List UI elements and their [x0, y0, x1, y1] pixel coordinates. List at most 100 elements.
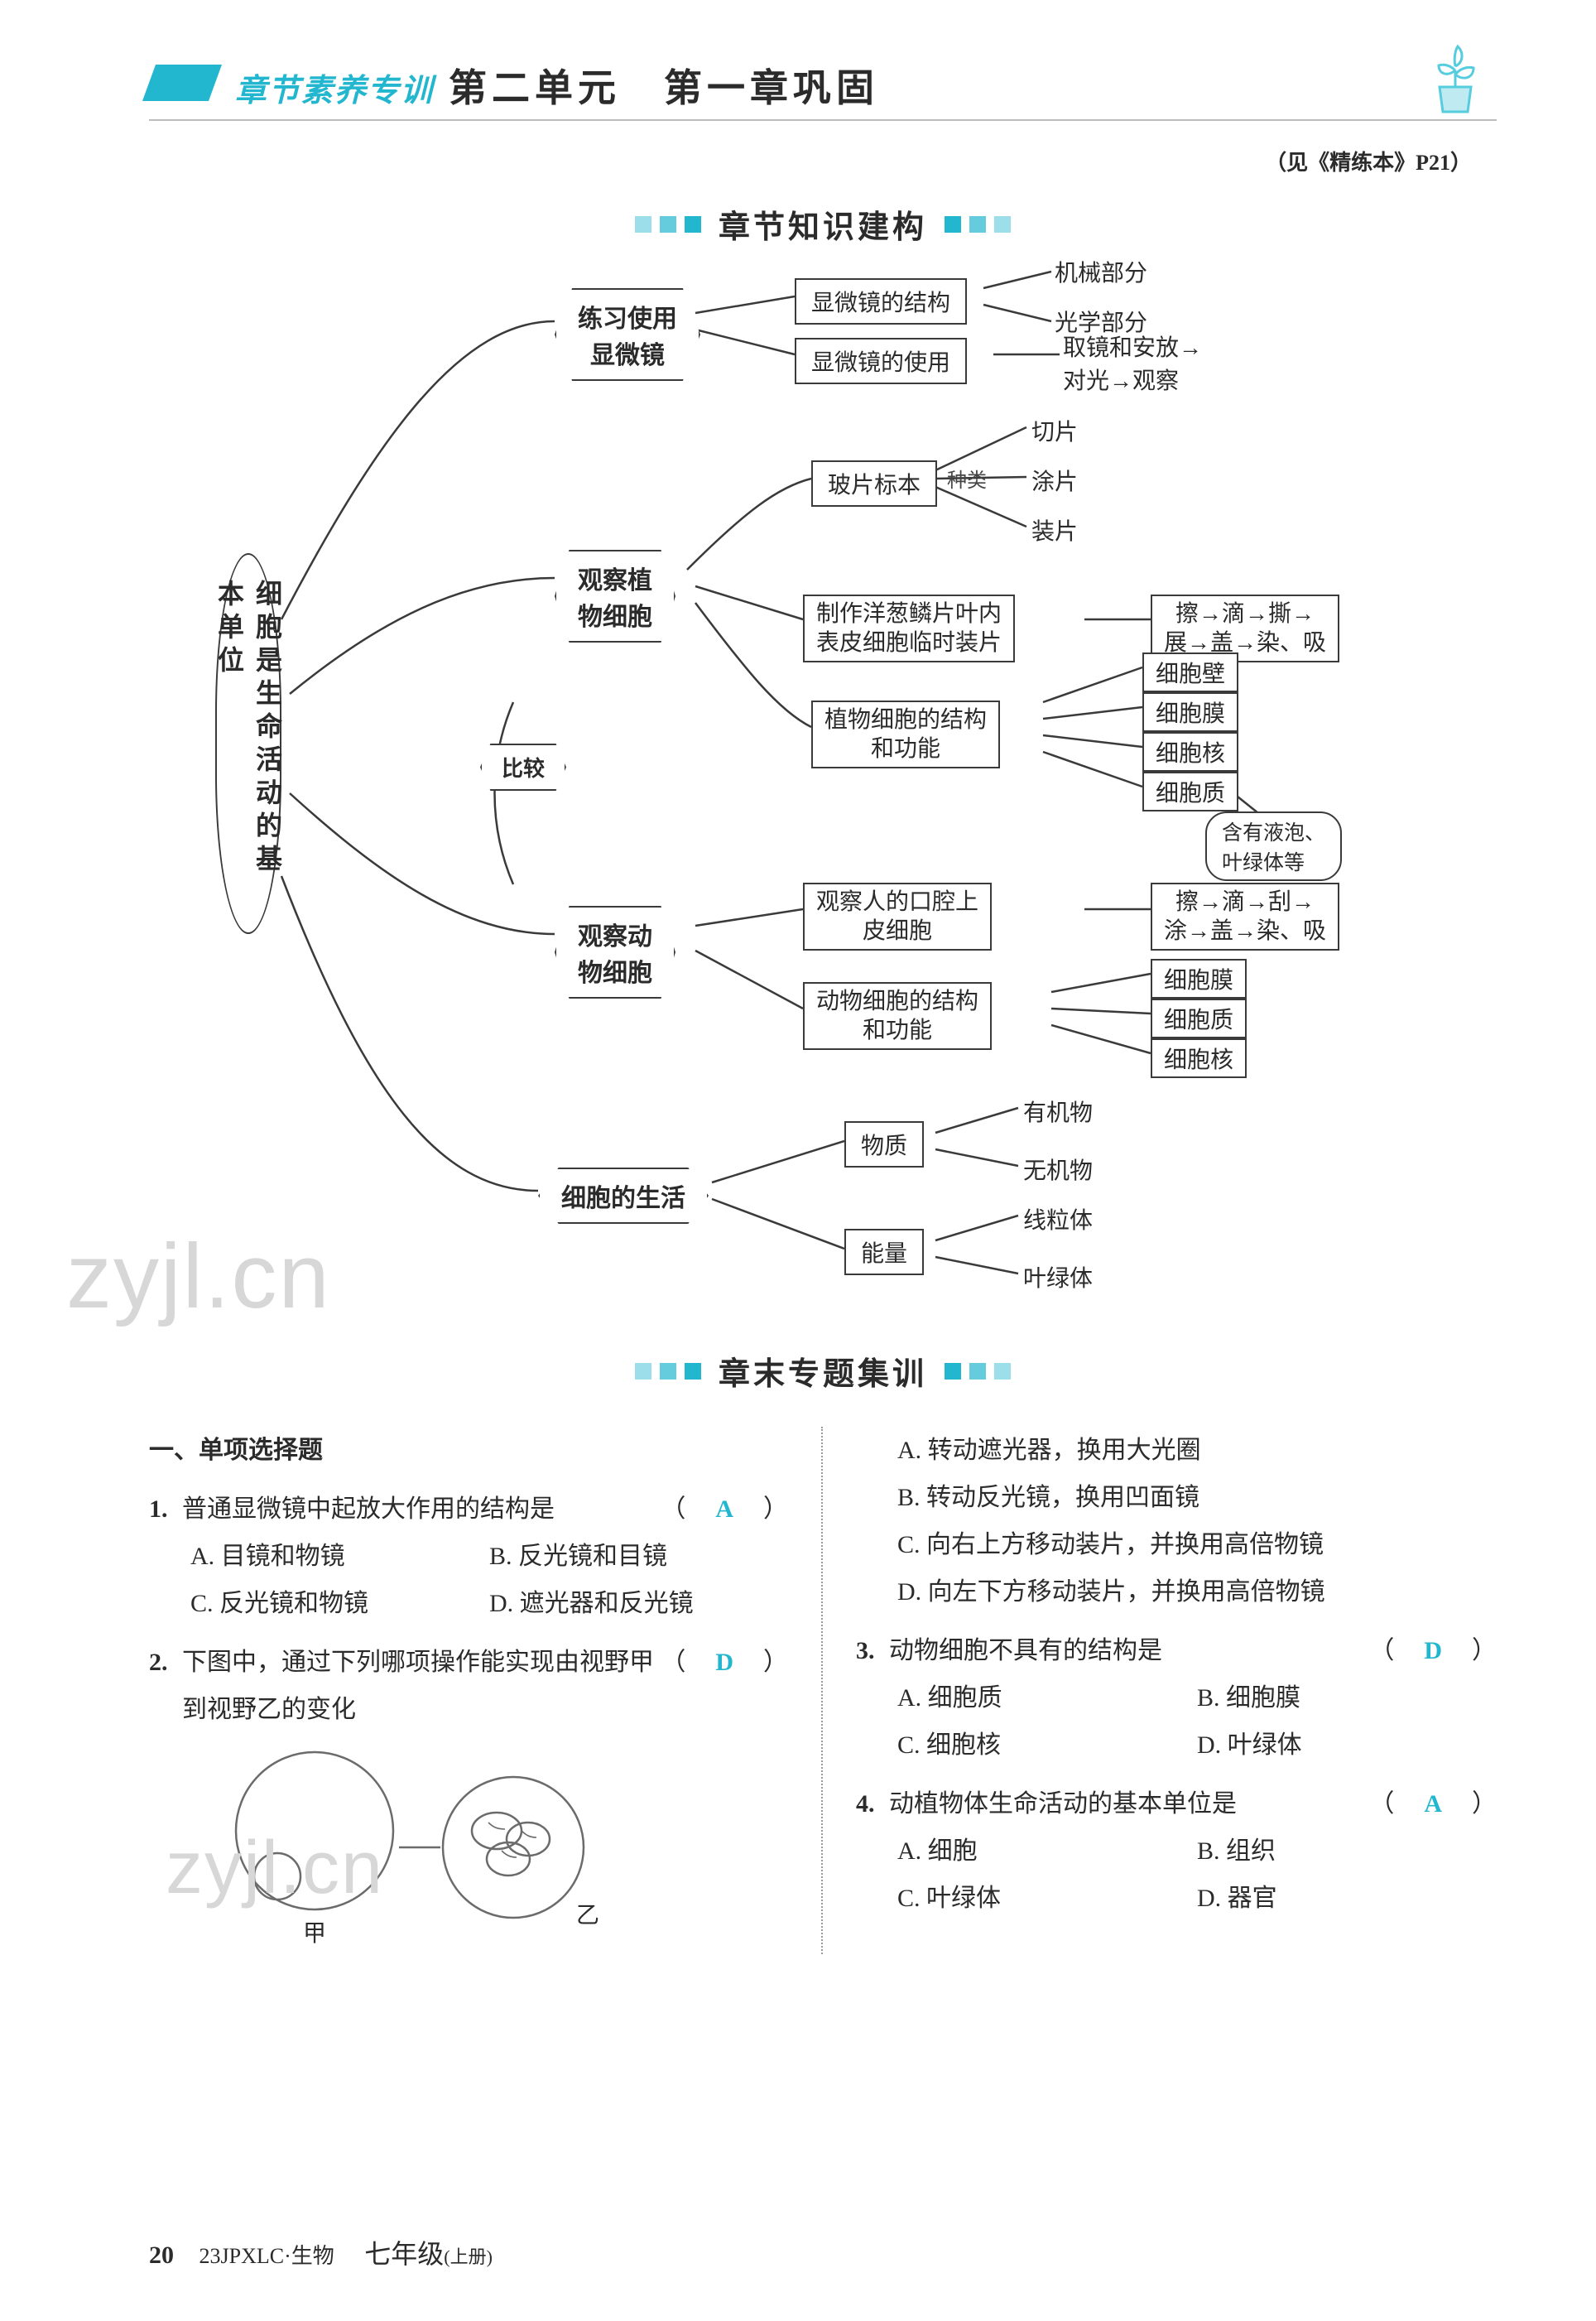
node-substance: 物质: [844, 1121, 924, 1168]
q4-options: A. 细胞 B. 组织 C. 叶绿体 D. 器官: [897, 1827, 1497, 1922]
page-footer: 20 23JPXLC·生物 七年级(上册): [149, 2233, 493, 2271]
decor-square-icon: [685, 1363, 701, 1380]
q3-answer-slot: （ D ）: [1369, 1627, 1497, 1674]
leaf-mount: 装片: [1031, 513, 1078, 547]
section1-title: 章节知识建构: [719, 210, 927, 245]
node-microscope-structure: 显微镜的结构: [795, 278, 967, 325]
grade-label: 七年级: [364, 2239, 444, 2269]
leaf-microscope-steps: 取镜和安放→ 对光→观察: [1063, 330, 1202, 396]
node-energy: 能量: [844, 1229, 924, 1275]
question-4: 4. 动植物体生命活动的基本单位是 （ A ） A. 细胞 B. 组织 C. 叶…: [856, 1780, 1497, 1922]
q2-figure: zyjl.cn 甲 乙: [207, 1748, 788, 1954]
q3-answer: D: [1419, 1637, 1447, 1664]
q1-answer-slot: （ A ）: [661, 1486, 788, 1533]
q4-stem: 动植物体生命活动的基本单位是: [889, 1780, 1369, 1827]
header-bar: 章节素养专训 第二单元 第一章巩固: [149, 58, 1497, 121]
leaf-smear: 涂片: [1031, 464, 1078, 497]
decor-square-icon: [660, 216, 676, 233]
concept-map-lines: [166, 263, 1490, 1340]
q1-opt-d: D. 遮光器和反光镜: [489, 1580, 788, 1627]
leaf-cytoplasm: 细胞质: [1142, 772, 1238, 811]
node-slide: 玻片标本: [811, 460, 937, 507]
plant-icon: [1422, 41, 1488, 120]
watermark-text: zyjl.cn: [66, 1224, 331, 1329]
q2-opt-c: C. 向右上方移动装片，并换用高倍物镜: [897, 1521, 1497, 1568]
leaf-a-nucleus: 细胞核: [1151, 1038, 1247, 1078]
q1-answer: A: [710, 1495, 738, 1523]
decor-square-icon: [969, 216, 986, 233]
decor-square-icon: [945, 1363, 961, 1380]
compare-node: 比较: [480, 744, 566, 791]
question-1: 1. 普通显微镜中起放大作用的结构是 （ A ） A. 目镜和物镜 B. 反光镜…: [149, 1486, 788, 1627]
q4-answer-slot: （ A ）: [1369, 1780, 1497, 1827]
q1-opt-c: C. 反光镜和物镜: [190, 1580, 489, 1627]
page-title: 第二单元 第一章巩固: [449, 58, 879, 113]
q2-number: 2.: [149, 1639, 177, 1733]
leaf-section: 切片: [1031, 414, 1078, 447]
q1-options: A. 目镜和物镜 B. 反光镜和目镜 C. 反光镜和物镜 D. 遮光器和反光镜: [190, 1533, 788, 1627]
leaf-mech: 机械部分: [1055, 255, 1147, 288]
leaf-a-cytoplasm: 细胞质: [1151, 999, 1247, 1038]
compare-label: 比较: [502, 757, 545, 781]
decor-square-icon: [635, 216, 651, 233]
q1-opt-b: B. 反光镜和目镜: [489, 1533, 788, 1580]
decor-square-icon: [945, 216, 961, 233]
grade-suffix: (上册): [444, 2246, 493, 2267]
q2-stem: 下图中，通过下列哪项操作能实现由视野甲到视野乙的变化: [182, 1639, 661, 1733]
q2-answer-slot: （ D ）: [661, 1639, 788, 1733]
concept-map: 细胞是生命活动的基本单位 比较 练习使用 显微镜 显微镜的结构 机械部分 光学部…: [166, 263, 1490, 1340]
decor-square-icon: [994, 216, 1011, 233]
q1-opt-a: A. 目镜和物镜: [190, 1533, 489, 1580]
node-microscope-use: 显微镜的使用: [795, 338, 967, 384]
leaf-cheek-steps: 擦→滴→刮→ 涂→盖→染、吸: [1151, 883, 1339, 951]
q4-opt-b: B. 组织: [1197, 1827, 1497, 1875]
page-header: 章节素养专训 第二单元 第一章巩固: [149, 58, 1497, 121]
q4-opt-a: A. 细胞: [897, 1827, 1197, 1875]
leaf-nucleus: 细胞核: [1142, 732, 1238, 772]
root-label: 细胞是生命活动的基本单位: [210, 580, 286, 908]
decor-square-icon: [685, 216, 701, 233]
right-column: A. 转动遮光器，换用大光圈 B. 转动反光镜，换用凹面镜 C. 向右上方移动装…: [823, 1427, 1497, 1954]
leaf-chloroplast: 叶绿体: [1023, 1260, 1093, 1293]
q4-opt-c: C. 叶绿体: [897, 1875, 1197, 1922]
leaf-organic: 有机物: [1023, 1095, 1093, 1128]
note-vacuole: 含有液泡、 叶绿体等: [1205, 811, 1342, 881]
leaf-cellwall: 细胞壁: [1142, 652, 1238, 692]
leaf-inorganic: 无机物: [1023, 1153, 1093, 1186]
question-3: 3. 动物细胞不具有的结构是 （ D ） A. 细胞质 B. 细胞膜 C. 细胞…: [856, 1627, 1497, 1769]
question-area: 一、单项选择题 1. 普通显微镜中起放大作用的结构是 （ A ） A. 目镜和物…: [149, 1427, 1497, 1954]
q2-fig-label-b: 乙: [576, 1894, 599, 1938]
root-node: 细胞是生命活动的基本单位: [215, 553, 281, 934]
leaf-cellmembrane: 细胞膜: [1142, 692, 1238, 732]
q2-opt-d: D. 向左下方移动装片，并换用高倍物镜: [897, 1568, 1497, 1616]
q4-answer: A: [1419, 1790, 1447, 1818]
q3-options: A. 细胞质 B. 细胞膜 C. 细胞核 D. 叶绿体: [897, 1674, 1497, 1769]
q3-opt-a: A. 细胞质: [897, 1674, 1197, 1721]
q3-number: 3.: [856, 1627, 884, 1674]
slide-annotation: 种类: [947, 464, 987, 493]
leaf-a-membrane: 细胞膜: [1151, 959, 1247, 999]
q3-stem: 动物细胞不具有的结构是: [889, 1627, 1369, 1674]
node-plant-cell: 观察植 物细胞: [555, 550, 675, 643]
decor-square-icon: [969, 1363, 986, 1380]
question-heading: 一、单项选择题: [149, 1427, 788, 1474]
node-onion-slide: 制作洋葱鳞片叶内 表皮细胞临时装片: [803, 595, 1015, 662]
q4-opt-d: D. 器官: [1197, 1875, 1497, 1922]
node-animal-struct: 动物细胞的结构 和功能: [803, 982, 992, 1050]
q3-opt-b: B. 细胞膜: [1197, 1674, 1497, 1721]
q4-number: 4.: [856, 1780, 884, 1827]
page-number: 20: [149, 2242, 174, 2269]
q3-opt-d: D. 叶绿体: [1197, 1721, 1497, 1769]
q2-fig-label-a: 甲: [303, 1912, 326, 1956]
q2-opt-b: B. 转动反光镜，换用凹面镜: [897, 1474, 1497, 1521]
q2-opt-a: A. 转动遮光器，换用大光圈: [897, 1427, 1497, 1474]
q3-opt-c: C. 细胞核: [897, 1721, 1197, 1769]
q1-number: 1.: [149, 1486, 177, 1533]
node-microscope: 练习使用 显微镜: [555, 288, 700, 381]
question-2: 2. 下图中，通过下列哪项操作能实现由视野甲到视野乙的变化 （ D ）: [149, 1639, 788, 1954]
q2-answer: D: [710, 1649, 738, 1676]
decor-square-icon: [660, 1363, 676, 1380]
reference-note: （见《精练本》P21）: [149, 146, 1472, 176]
section2-label: 章末专题集训: [149, 1348, 1497, 1394]
decor-square-icon: [635, 1363, 651, 1380]
